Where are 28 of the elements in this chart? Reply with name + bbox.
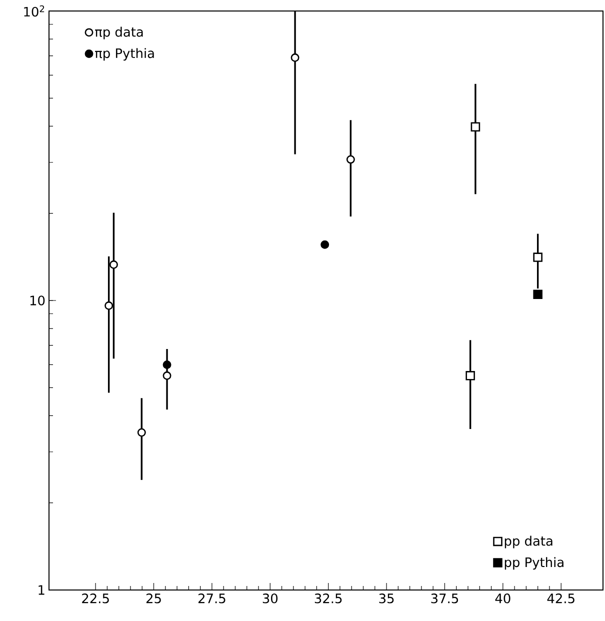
x-tick-label: 42.5	[547, 594, 574, 604]
point	[470, 122, 480, 132]
point	[162, 371, 172, 380]
point	[290, 53, 300, 62]
x-tick-label: 37.5	[431, 594, 458, 604]
x-tick-label: 35	[379, 594, 394, 604]
legend-label: πp data	[95, 26, 143, 40]
x-tick-label: 32.5	[314, 594, 342, 604]
legend-label: πp Pythia	[95, 48, 154, 61]
point	[104, 301, 114, 310]
point	[109, 260, 118, 269]
point	[346, 155, 355, 164]
x-tick-label: 25	[146, 594, 161, 604]
y-tick-label: 10	[30, 296, 45, 306]
y-tick-label: 10$^{2}$	[24, 5, 44, 17]
point	[137, 428, 146, 437]
point	[466, 371, 475, 380]
point	[320, 240, 330, 249]
x-tick-label: 22.5	[82, 594, 109, 604]
point	[533, 252, 542, 262]
x-tick-label: 30	[262, 594, 278, 604]
x-tick-label: 40	[495, 594, 510, 604]
x-tick-label: 27.5	[198, 594, 226, 604]
y-tick-label: 1	[38, 585, 44, 595]
point	[533, 290, 542, 299]
legend-label: pp Pythia	[504, 557, 564, 570]
legend-label: pp data	[504, 536, 552, 548]
point	[162, 360, 172, 369]
